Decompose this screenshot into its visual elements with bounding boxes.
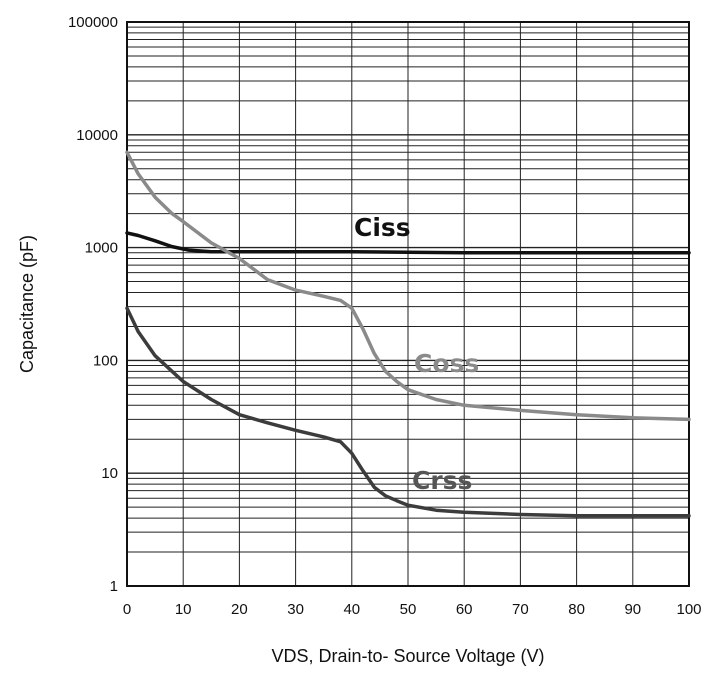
x-tick-label: 0 — [123, 601, 131, 618]
y-tick-label: 10 — [101, 465, 118, 482]
x-tick-label: 50 — [400, 601, 417, 618]
y-tick-label: 100000 — [68, 14, 118, 31]
y-tick-label: 1000 — [85, 240, 118, 257]
grid — [126, 22, 690, 587]
series-line-crss — [125, 306, 691, 518]
x-axis-title: VDS, Drain-to- Source Voltage (V) — [271, 646, 544, 666]
series-labels: Ciss Coss Crss — [354, 213, 479, 495]
x-tick-label: 10 — [175, 601, 192, 618]
x-tick-label: 80 — [568, 601, 585, 618]
series-group — [125, 150, 691, 518]
series-line-coss — [125, 150, 691, 422]
x-tick-labels: 0 10 20 30 40 50 60 70 80 90 100 — [123, 601, 702, 618]
x-tick-label: 100 — [676, 601, 701, 618]
series-line-ciss — [125, 231, 691, 255]
y-tick-label: 10000 — [76, 127, 118, 144]
series-label-crss: Crss — [412, 466, 472, 495]
series-label-ciss: Ciss — [354, 213, 411, 242]
y-axis-title: Capacitance (pF) — [17, 235, 37, 373]
x-tick-label: 20 — [231, 601, 248, 618]
y-tick-labels: 1 10 100 1000 10000 100000 — [68, 14, 118, 595]
y-tick-label: 100 — [93, 352, 118, 369]
x-tick-label: 60 — [456, 601, 473, 618]
x-tick-label: 40 — [343, 601, 360, 618]
y-tick-label: 1 — [110, 578, 118, 595]
x-tick-label: 90 — [624, 601, 641, 618]
x-tick-label: 70 — [512, 601, 529, 618]
plot-frame — [126, 21, 690, 587]
series-label-coss: Coss — [414, 349, 479, 378]
x-tick-label: 30 — [287, 601, 304, 618]
